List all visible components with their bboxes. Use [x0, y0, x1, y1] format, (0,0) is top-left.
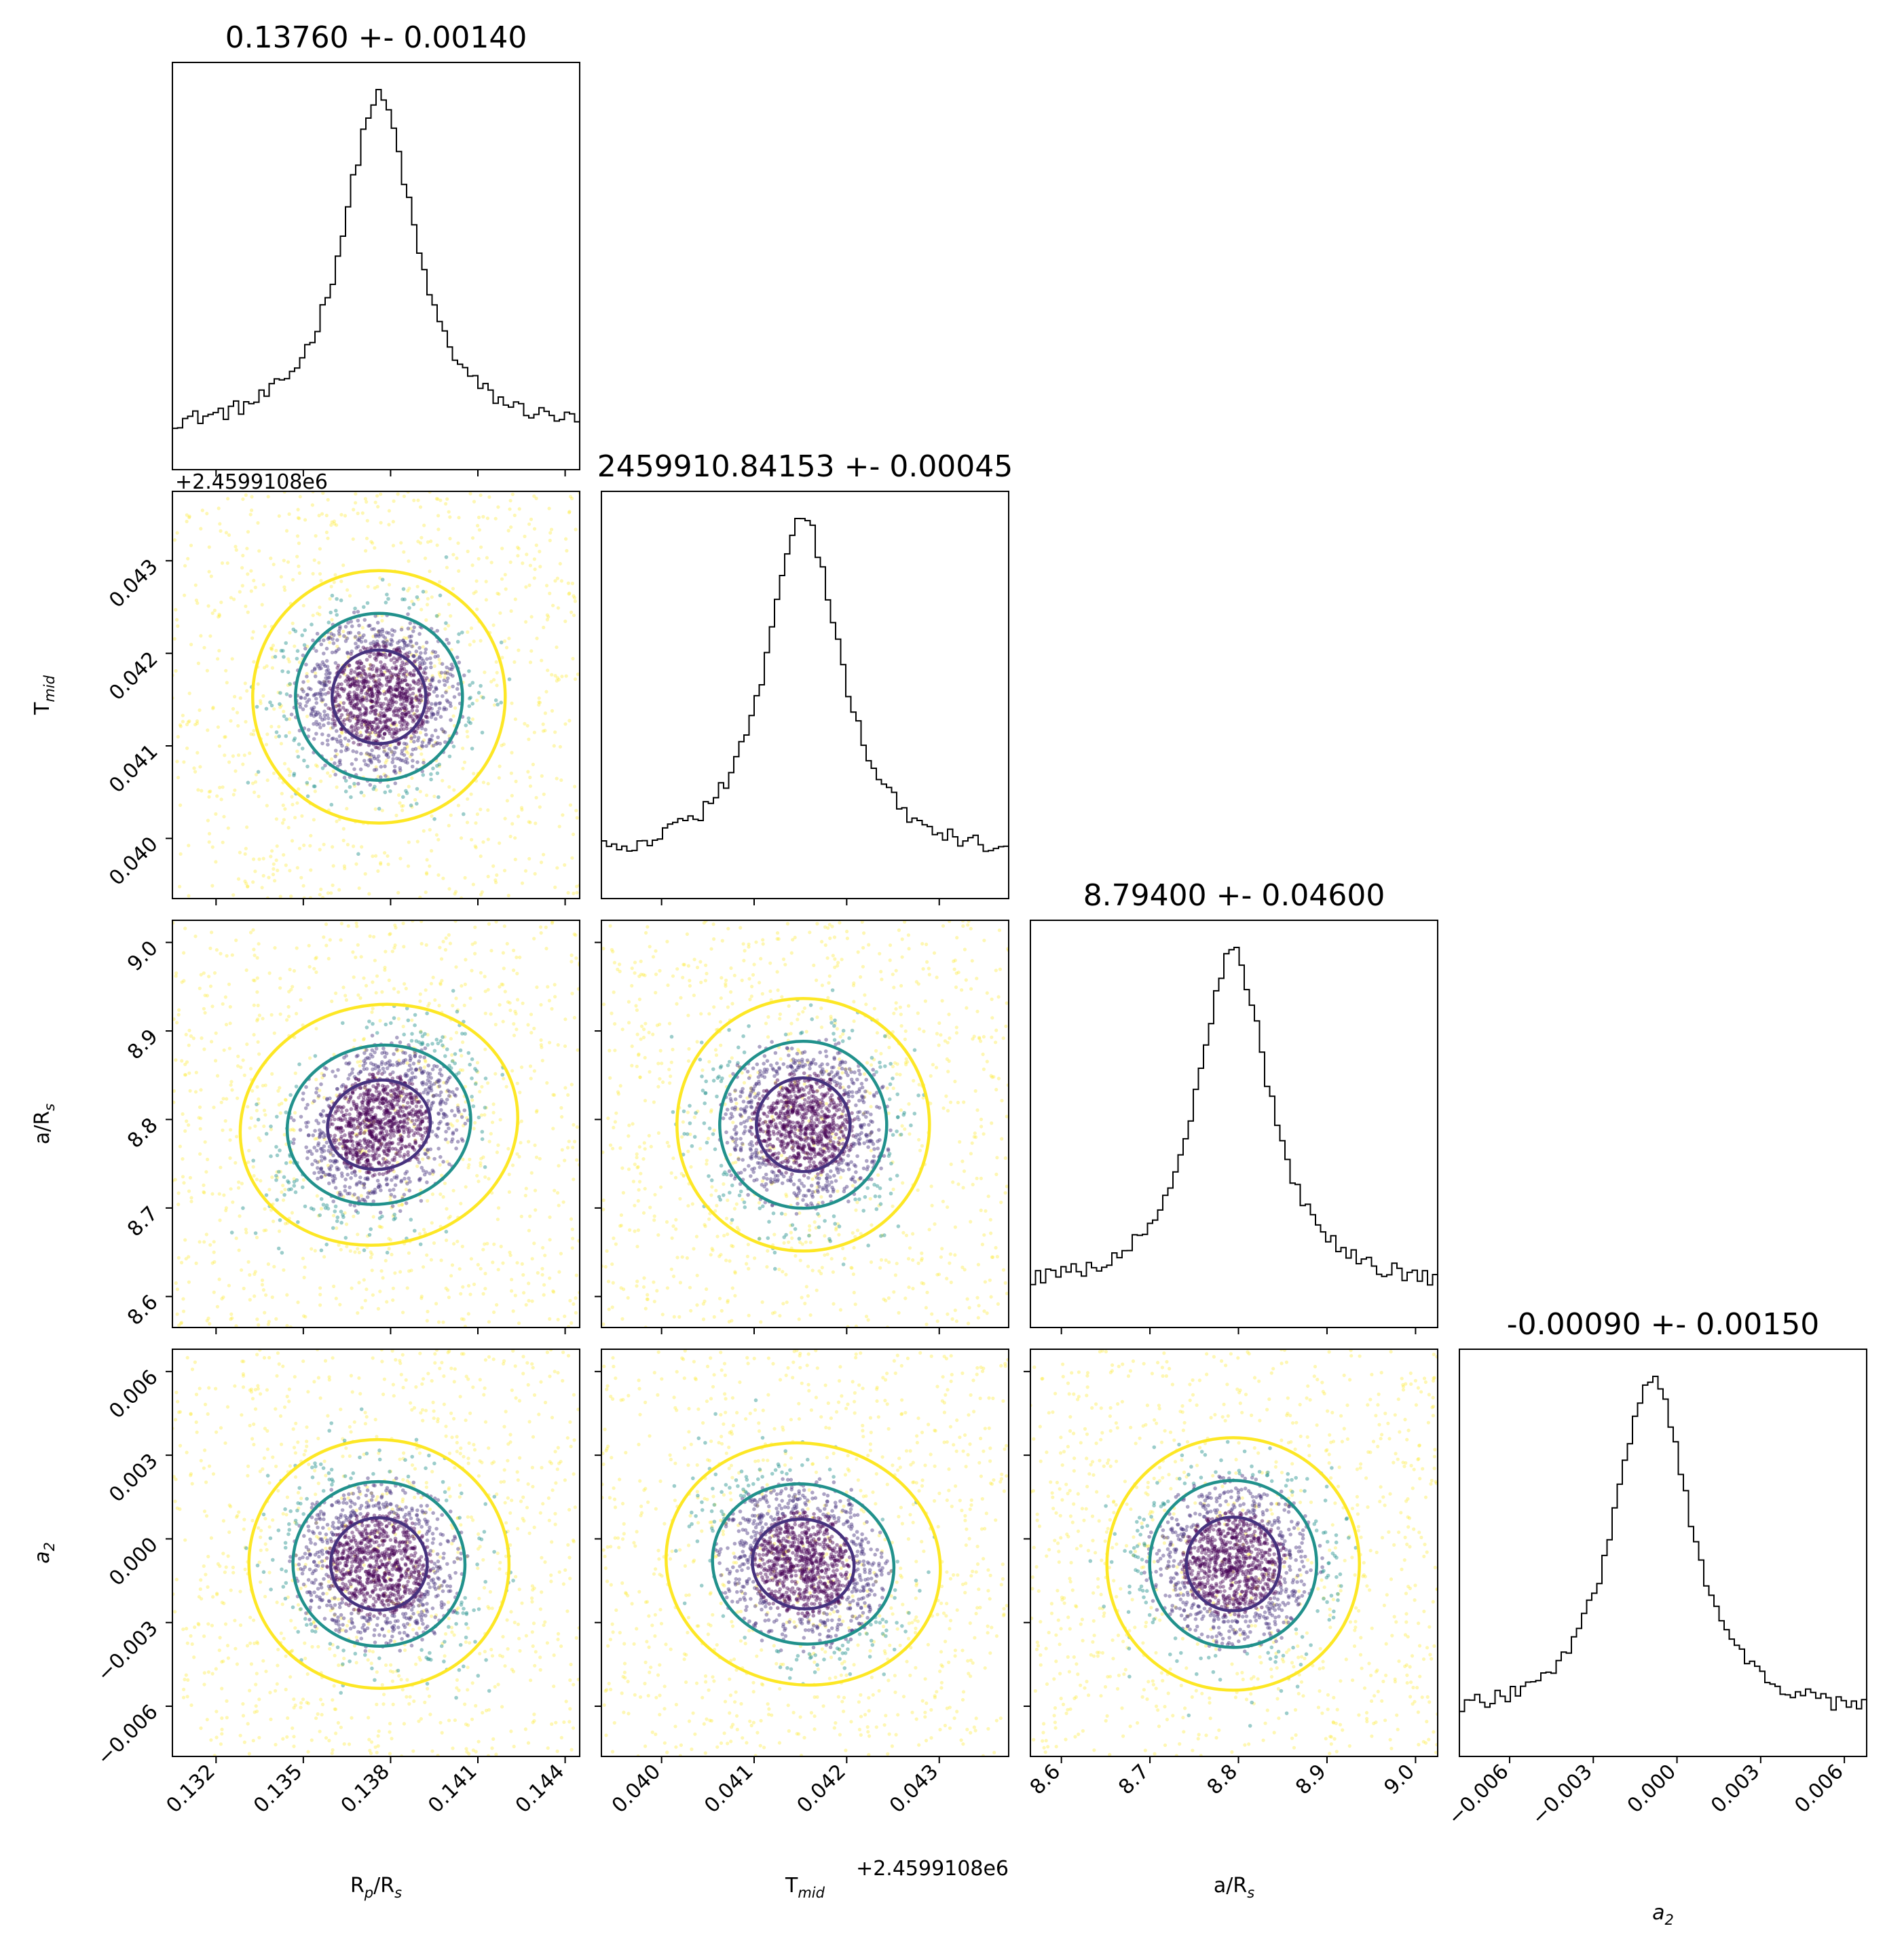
panel-a2-a2: -0.00090 +- 0.00150 −0.006 −0.003 0.000 0.00…: [1443, 1307, 1867, 1830]
scatter-a2-rp: [172, 1349, 580, 1756]
y-tick-label: 8.8: [123, 1113, 162, 1152]
x-axis-label-a2: a2: [1652, 1901, 1674, 1928]
contour-1: [331, 648, 428, 745]
y-tick-label: 0.042: [105, 647, 162, 705]
contour-1: [751, 1517, 856, 1611]
panel-ars-ars: 8.79400 +- 0.04600: [1030, 878, 1438, 1334]
y-tick-label: −0.006: [92, 1700, 162, 1770]
y-axis-label-a2: a2: [31, 1542, 58, 1564]
y-tick-label: 8.7: [123, 1202, 162, 1241]
panel-ars-rp: 8.6 8.7 8.8 8.9 9.0: [123, 920, 580, 1334]
y-offset-label: +2.4599108e6: [175, 470, 328, 494]
panel-frame: [1030, 1349, 1438, 1757]
histogram-tmid: [601, 518, 1009, 852]
y-tick-label: 8.9: [123, 1025, 162, 1064]
scatter-ars-rp: [172, 920, 580, 1328]
y-tick-label: 9.0: [123, 937, 162, 976]
contour-3: [247, 1437, 511, 1690]
panel-frame: [172, 1349, 580, 1757]
contour-2: [718, 1040, 889, 1210]
title-rp: 0.13760 +- 0.00140: [225, 20, 527, 55]
x-tick-label: 0.040: [608, 1760, 665, 1818]
contour-3: [665, 1441, 942, 1687]
x-tick-label: 0.141: [424, 1760, 481, 1818]
scatter-a2-tmid: [601, 1349, 1009, 1756]
contour-2: [711, 1482, 896, 1646]
y-tick-label: 0.040: [105, 832, 162, 890]
x-tick-label: 0.003: [1706, 1760, 1764, 1818]
x-tick-label: 0.000: [1623, 1760, 1681, 1818]
panel-frame: [601, 920, 1009, 1328]
contour-3: [251, 569, 507, 825]
title-a2: -0.00090 +- 0.00150: [1507, 1307, 1820, 1342]
x-tick-label: 0.042: [793, 1760, 851, 1818]
x-tick-label: −0.003: [1527, 1760, 1597, 1830]
x-tick-label: 0.144: [511, 1760, 569, 1818]
panel-frame: [172, 62, 580, 470]
x-tick-label: 9.0: [1380, 1760, 1419, 1799]
contour-1: [329, 1516, 429, 1612]
x-tick-label: 0.043: [885, 1760, 943, 1818]
x-axis-label-ars: a/Rs: [1214, 1874, 1254, 1901]
panel-tmid-tmid: 2459910.84153 +- 0.00045: [597, 449, 1013, 905]
panel-a2-ars: 8.6 8.7 8.8 8.9 9.0: [1024, 1349, 1438, 1799]
panel-frame: [1459, 1349, 1867, 1757]
panel-frame: [601, 491, 1009, 899]
panel-frame: [1030, 920, 1438, 1328]
panel-rp-rp: 0.13760 +- 0.00140: [172, 20, 580, 476]
title-ars: 8.79400 +- 0.04600: [1083, 878, 1385, 913]
panel-frame: [172, 491, 580, 899]
y-tick-label: 0.003: [105, 1449, 162, 1507]
scatter-tmid-rp: [172, 491, 580, 899]
y-tick-label: 8.6: [123, 1290, 162, 1330]
contour-2: [1148, 1479, 1318, 1649]
contour-2: [285, 1043, 472, 1206]
x-tick-label: 8.7: [1114, 1760, 1153, 1799]
contour-3: [238, 1002, 519, 1247]
x-tick-label: 0.006: [1790, 1760, 1848, 1818]
contour-1: [326, 1078, 432, 1171]
x-tick-label: −0.006: [1443, 1760, 1513, 1830]
panel-a2-rp: 0.132 0.135 0.138 0.141 0.144 −0.006 −0.003 0.0…: [92, 1349, 580, 1818]
y-tick-label: 0.006: [105, 1366, 162, 1423]
panel-ars-tmid: [595, 920, 1009, 1334]
panel-a2-tmid: 0.040 0.041 0.042 0.043: [595, 1349, 1009, 1818]
x-axis-label-tmid: Tmid: [785, 1874, 825, 1901]
y-tick-label: 0.000: [105, 1532, 162, 1590]
panel-tmid-rp: 0.040 0.041 0.042 0.043: [105, 491, 580, 905]
x-tick-label: 0.132: [162, 1760, 219, 1818]
y-axis-label-ars: a/Rs: [31, 1104, 58, 1144]
y-tick-label: 0.043: [105, 554, 162, 612]
contour-2: [294, 611, 464, 782]
x-offset-label: +2.4599108e6: [856, 1857, 1009, 1881]
contour-3: [1105, 1436, 1361, 1692]
x-tick-label: 0.135: [249, 1760, 307, 1818]
histogram-rp: [172, 89, 580, 430]
scatter-ars-tmid: [601, 920, 1009, 1328]
contour-2: [291, 1480, 467, 1648]
x-axis-label-rp: Rp/Rs: [350, 1874, 402, 1901]
y-tick-label: 0.041: [105, 740, 162, 797]
contour-3: [675, 997, 931, 1253]
scatter-a2-ars: [1030, 1349, 1438, 1756]
histogram-a2: [1459, 1376, 1867, 1712]
x-tick-label: 0.041: [700, 1760, 758, 1818]
panel-frame: [172, 920, 580, 1328]
x-tick-label: 8.8: [1203, 1760, 1242, 1799]
y-tick-label: −0.003: [92, 1617, 162, 1687]
y-axis-label-tmid: Tmid: [31, 675, 58, 715]
panel-frame: [601, 1349, 1009, 1757]
x-tick-label: 8.6: [1026, 1760, 1065, 1799]
title-tmid: 2459910.84153 +- 0.00045: [597, 449, 1013, 484]
contour-1: [755, 1076, 852, 1173]
x-tick-label: 8.9: [1291, 1760, 1330, 1799]
histogram-ars: [1030, 947, 1438, 1286]
contour-1: [1184, 1515, 1282, 1613]
x-tick-label: 0.138: [337, 1760, 394, 1818]
